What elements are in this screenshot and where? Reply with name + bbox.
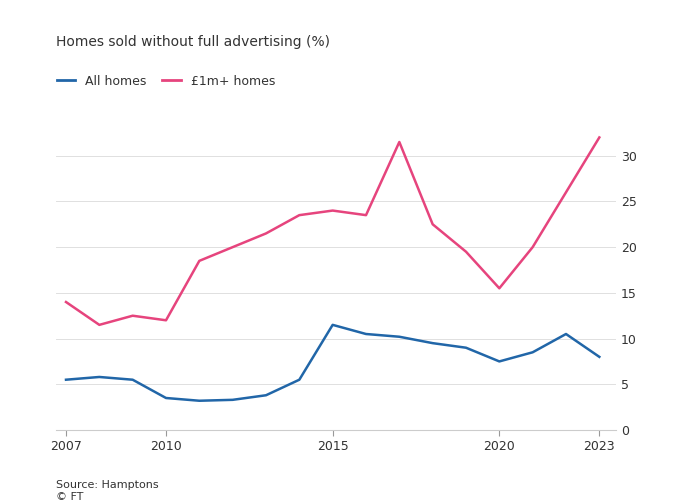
- Text: Source: Hamptons: Source: Hamptons: [56, 480, 159, 490]
- Text: Homes sold without full advertising (%): Homes sold without full advertising (%): [56, 35, 330, 49]
- Text: © FT: © FT: [56, 492, 83, 500]
- Legend: All homes, £1m+ homes: All homes, £1m+ homes: [57, 74, 275, 88]
